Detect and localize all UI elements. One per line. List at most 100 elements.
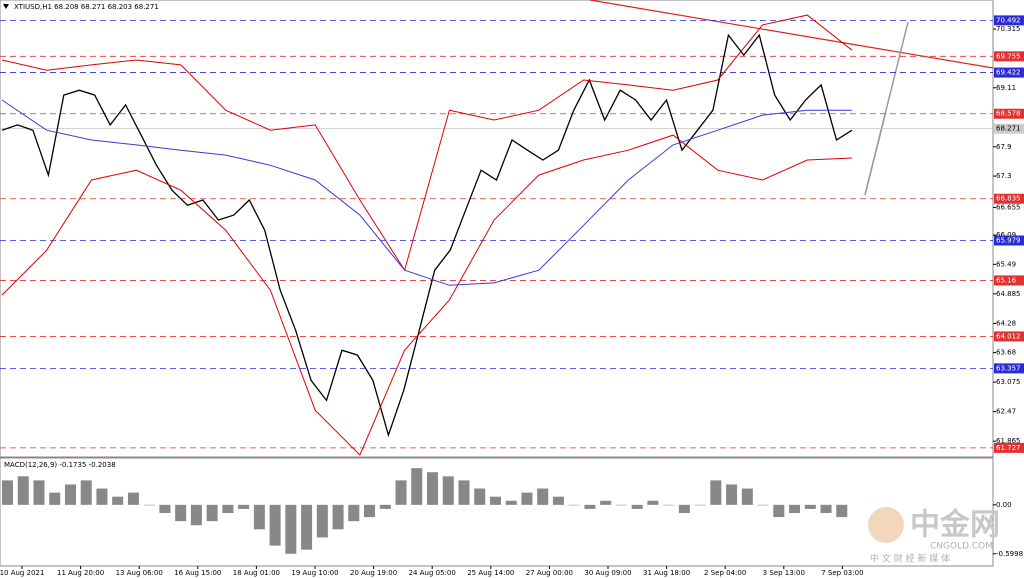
macd-bar	[364, 504, 376, 518]
macd-bar	[537, 488, 549, 505]
macd-label: MACD(12,26,9) -0.1735 -0.2038	[4, 461, 116, 469]
macd-bar	[238, 504, 250, 509]
x-tick-label: 7 Sep 03:00	[821, 569, 863, 577]
price-label: 68.271	[996, 125, 1021, 133]
y-tick-label: 67.9	[996, 143, 1012, 151]
macd-bar	[505, 500, 517, 505]
level-box	[994, 67, 1024, 78]
main-panel	[0, 0, 994, 458]
macd-bar	[332, 504, 344, 530]
macd-bar	[757, 504, 769, 506]
macd-bar	[773, 504, 785, 518]
y-tick-label: 62.47	[996, 408, 1016, 416]
macd-bar	[568, 504, 580, 506]
macd-bar	[175, 504, 187, 522]
level-label: 66.835	[996, 195, 1021, 203]
macd-bar	[33, 480, 45, 505]
chart-title: XTIUSD,H1 68.208 68.271 68.203 68.271	[14, 3, 159, 11]
level-label: 65.979	[996, 236, 1021, 244]
y-tick-label: 61.865	[996, 437, 1021, 445]
macd-bar	[820, 504, 832, 513]
level-label: 65.16	[996, 276, 1017, 284]
macd-bar	[316, 504, 328, 538]
macd-bar	[253, 504, 265, 530]
series-line	[1, 99, 852, 286]
macd-bar	[159, 504, 171, 513]
macd-bar	[521, 492, 533, 505]
price-box	[994, 123, 1024, 134]
macd-bar	[678, 504, 690, 513]
y-tick-label: 69.11	[996, 84, 1016, 92]
macd-bar	[474, 488, 486, 505]
macd-bar	[222, 504, 234, 513]
series-line	[1, 14, 853, 272]
y-tick-label: 66.09	[996, 231, 1016, 239]
macd-bar	[395, 480, 407, 505]
macd-bar	[411, 468, 423, 505]
x-tick-label: 30 Aug 09:00	[584, 569, 631, 577]
y-tick-label: 70.315	[996, 25, 1021, 33]
macd-bar	[379, 504, 391, 509]
macd-bar	[49, 492, 61, 505]
macd-bar	[836, 504, 848, 518]
level-label: 68.578	[996, 110, 1021, 118]
level-box	[994, 193, 1024, 204]
level-label: 69.422	[996, 69, 1021, 77]
x-tick-label: 3 Sep 13:00	[763, 569, 805, 577]
macd-bar	[694, 504, 706, 506]
level-box	[994, 331, 1024, 342]
level-box	[994, 363, 1024, 374]
x-tick-label: 16 Aug 15:00	[174, 569, 221, 577]
macd-bar	[127, 492, 139, 505]
macd-bar	[64, 484, 76, 505]
y-tick-label: 0.00	[996, 501, 1012, 509]
x-tick-label: 19 Aug 10:00	[291, 569, 338, 577]
level-box	[994, 275, 1024, 286]
level-label: 63.357	[996, 364, 1021, 372]
level-box	[994, 442, 1024, 453]
macd-bar	[489, 496, 501, 505]
macd-bar	[96, 488, 108, 505]
macd-bar	[143, 504, 155, 506]
level-label: 61.727	[996, 444, 1021, 452]
macd-bar	[631, 504, 643, 509]
macd-bar	[647, 500, 659, 505]
macd-bar	[17, 476, 29, 505]
macd-bar	[584, 504, 596, 509]
macd-bar	[190, 504, 202, 526]
arrow	[864, 114, 886, 196]
macd-bar	[552, 496, 564, 505]
level-box	[994, 51, 1024, 62]
watermark: 中金网	[910, 508, 1000, 543]
macd-bar	[2, 480, 14, 505]
x-tick-label: 31 Aug 18:00	[643, 569, 690, 577]
x-tick-label: 18 Aug 01:00	[233, 569, 280, 577]
macd-bar	[285, 504, 297, 554]
macd-bar	[663, 504, 675, 506]
macd-bar	[348, 504, 360, 522]
y-tick-label: -0.5998	[996, 550, 1023, 558]
macd-bar	[789, 504, 801, 513]
y-tick-label: 64.885	[996, 290, 1021, 298]
level-box	[994, 108, 1024, 119]
y-tick-label: 64.28	[996, 319, 1016, 327]
x-tick-label: 27 Aug 00:00	[526, 569, 573, 577]
macd-bar	[301, 504, 313, 550]
series-line	[1, 134, 853, 456]
y-tick-label: 67.3	[996, 172, 1012, 180]
macd-bar	[804, 504, 816, 509]
macd-bar	[206, 504, 218, 522]
x-tick-label: 13 Aug 06:00	[116, 569, 163, 577]
x-tick-label: 20 Aug 19:00	[350, 569, 397, 577]
macd-bar	[600, 500, 612, 505]
macd-bar	[710, 480, 722, 505]
y-tick-label: 63.68	[996, 349, 1016, 357]
level-box	[994, 15, 1024, 26]
x-tick-label: 10 Aug 2021	[0, 569, 44, 577]
macd-bar	[112, 496, 124, 505]
macd-bar	[442, 476, 454, 505]
macd-bar	[458, 480, 470, 505]
level-label: 69.755	[996, 52, 1021, 60]
macd-bar	[726, 484, 738, 505]
